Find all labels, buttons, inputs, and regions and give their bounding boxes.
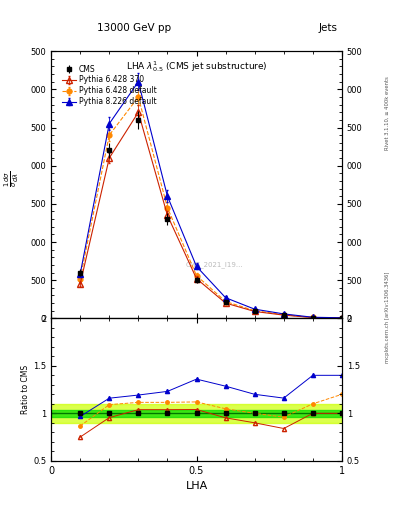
Text: Rivet 3.1.10, ≥ 400k events: Rivet 3.1.10, ≥ 400k events: [385, 76, 390, 150]
Text: mcplots.cern.ch [arXiv:1306.3436]: mcplots.cern.ch [arXiv:1306.3436]: [385, 272, 390, 363]
Text: CMS_2021_I19...: CMS_2021_I19...: [185, 262, 243, 268]
X-axis label: LHA: LHA: [185, 481, 208, 491]
Legend: CMS, Pythia 6.428 370, Pythia 6.428 default, Pythia 8.226 default: CMS, Pythia 6.428 370, Pythia 6.428 defa…: [61, 63, 158, 108]
Text: Jets: Jets: [319, 23, 338, 33]
Text: LHA $\lambda^{1}_{0.5}$ (CMS jet substructure): LHA $\lambda^{1}_{0.5}$ (CMS jet substru…: [126, 59, 267, 74]
Y-axis label: Ratio to CMS: Ratio to CMS: [21, 365, 30, 414]
Text: 13000 GeV pp: 13000 GeV pp: [97, 23, 171, 33]
Bar: [51, 404, 342, 423]
Bar: [51, 410, 342, 417]
Text: $\frac{1}{\sigma}\frac{d\sigma}{d\lambda}$: $\frac{1}{\sigma}\frac{d\sigma}{d\lambda…: [3, 171, 21, 187]
